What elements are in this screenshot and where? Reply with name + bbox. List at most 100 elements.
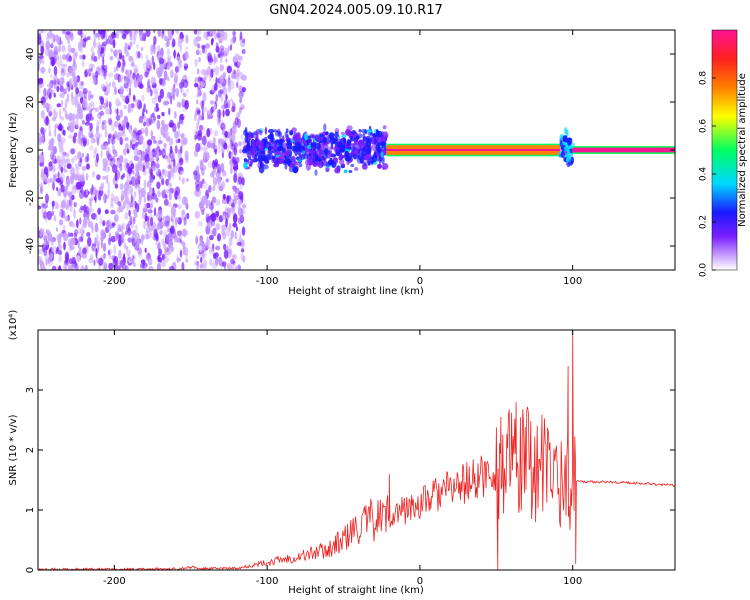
- heatmap-cell: [214, 158, 219, 168]
- heatmap-cell: [333, 137, 338, 146]
- heatmap-cell: [90, 100, 94, 106]
- heatmap-cell: [139, 248, 145, 256]
- heatmap-cell: [179, 235, 183, 241]
- heatmap-cell: [120, 65, 125, 73]
- heatmap-cell: [39, 154, 45, 164]
- heatmap-cell: [179, 42, 182, 53]
- heatmap-cell: [271, 158, 277, 164]
- heatmap-cell: [53, 215, 57, 222]
- heatmap-cell: [149, 216, 154, 227]
- heatmap-cell: [365, 147, 372, 155]
- heatmap-cell: [217, 30, 220, 33]
- heatmap-cell: [93, 33, 97, 41]
- heatmap-cell: [127, 167, 133, 174]
- colorbar-label: Normalized spectral amplitude: [737, 73, 748, 227]
- heatmap-cell: [201, 103, 204, 112]
- heatmap-cell: [80, 37, 84, 47]
- heatmap-cell: [117, 173, 120, 181]
- heatmap-cell: [219, 55, 223, 63]
- heatmap-cell: [110, 209, 116, 215]
- heatmap-cell: [77, 228, 83, 235]
- heatmap-cell: [220, 47, 225, 58]
- heatmap-cell: [94, 225, 99, 233]
- heatmap-cell: [115, 232, 120, 242]
- heatmap-cell: [179, 63, 182, 69]
- heatmap-cell: [202, 242, 206, 251]
- heatmap-cell: [201, 44, 206, 54]
- heatmap-cell: [241, 177, 245, 186]
- heatmap-cell: [242, 38, 246, 44]
- heatmap-cell: [228, 236, 233, 247]
- heatmap-cell: [175, 30, 180, 34]
- heatmap-cell: [103, 195, 106, 202]
- heatmap-cell: [52, 173, 56, 184]
- heatmap-cell: [262, 155, 267, 163]
- heatmap-cell: [119, 163, 123, 172]
- heatmap-cell: [103, 73, 107, 80]
- heatmap-cell: [150, 48, 153, 56]
- heatmap-cell: [174, 112, 177, 119]
- heatmap-cell: [80, 265, 85, 270]
- heatmap-cell: [40, 126, 45, 135]
- bottom-y-axis-label: SNR (10 * v/v): [8, 414, 19, 485]
- heatmap-cell: [71, 194, 75, 201]
- heatmap-cell: [125, 143, 129, 150]
- heatmap-cell: [118, 131, 124, 136]
- heatmap-cell: [93, 259, 96, 266]
- heatmap-cell: [60, 199, 66, 209]
- heatmap-cell: [132, 262, 137, 268]
- heatmap-cell: [146, 109, 152, 117]
- heatmap-cell: [76, 181, 82, 190]
- heatmap-cell: [216, 121, 221, 127]
- heatmap-cell: [228, 151, 232, 159]
- heatmap-cell: [189, 120, 195, 125]
- heatmap-cell: [185, 34, 189, 44]
- heatmap-cell: [208, 185, 212, 193]
- heatmap-cell: [59, 172, 65, 180]
- heatmap-cell: [89, 63, 95, 69]
- heatmap-cell: [69, 205, 73, 212]
- heatmap-cell: [255, 133, 259, 142]
- heatmap-cell: [209, 234, 214, 241]
- heatmap-cell: [40, 66, 46, 74]
- heatmap-cell: [206, 222, 211, 227]
- heatmap-cell: [194, 58, 198, 67]
- heatmap-cell: [65, 158, 71, 164]
- heatmap-cell: [144, 263, 147, 270]
- heatmap-cell: [116, 49, 123, 54]
- heatmap-cell: [64, 98, 68, 109]
- heatmap-cell: [153, 49, 156, 55]
- heatmap-cell: [65, 205, 68, 210]
- heatmap-cell: [121, 119, 127, 127]
- heatmap-cell: [133, 191, 137, 198]
- heatmap-cell: [110, 235, 117, 243]
- heatmap-cell: [92, 102, 95, 109]
- heatmap-cell: [161, 121, 164, 126]
- heatmap-cell: [86, 69, 92, 74]
- heatmap-cell: [162, 259, 166, 268]
- heatmap-cell: [297, 148, 301, 156]
- heatmap-cell: [136, 43, 139, 49]
- heatmap-cell: [106, 84, 111, 94]
- heatmap-cell: [349, 135, 354, 142]
- heatmap-cell: [94, 71, 99, 78]
- heatmap-cell: [45, 213, 48, 223]
- heatmap-cell: [94, 237, 97, 247]
- heatmap-cell: [173, 49, 176, 59]
- heatmap-cell: [102, 68, 108, 77]
- heatmap-cell: [98, 52, 101, 60]
- heatmap-cell: [142, 115, 147, 121]
- heatmap-cell: [212, 185, 216, 191]
- heatmap-cell: [237, 60, 242, 66]
- x-tick-label: -200: [103, 276, 126, 287]
- heatmap-cell: [139, 156, 144, 162]
- heatmap-cell: [109, 56, 114, 61]
- heatmap-cell: [559, 140, 563, 147]
- heatmap-cell: [102, 56, 105, 66]
- heatmap-cell: [231, 185, 237, 190]
- heatmap-cell: [45, 193, 49, 204]
- heatmap-cell: [140, 138, 144, 145]
- heatmap-cell: [284, 131, 288, 138]
- heatmap-cell: [51, 155, 55, 163]
- heatmap-cell: [213, 148, 218, 153]
